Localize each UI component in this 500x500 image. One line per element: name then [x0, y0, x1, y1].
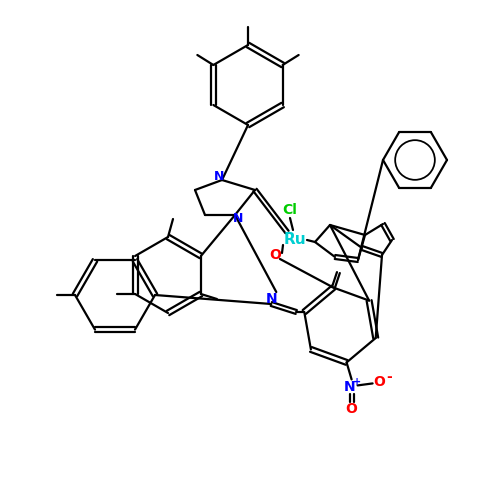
- Text: N: N: [233, 212, 243, 226]
- Text: N: N: [266, 292, 277, 306]
- Text: O: O: [346, 402, 358, 416]
- Text: -: -: [386, 370, 392, 384]
- Text: O: O: [374, 376, 386, 390]
- Text: N: N: [344, 380, 356, 394]
- Text: +: +: [352, 378, 360, 388]
- Text: Cl: Cl: [282, 203, 298, 217]
- Text: Ru: Ru: [284, 232, 306, 248]
- Text: O: O: [269, 248, 281, 262]
- Text: N: N: [214, 170, 224, 182]
